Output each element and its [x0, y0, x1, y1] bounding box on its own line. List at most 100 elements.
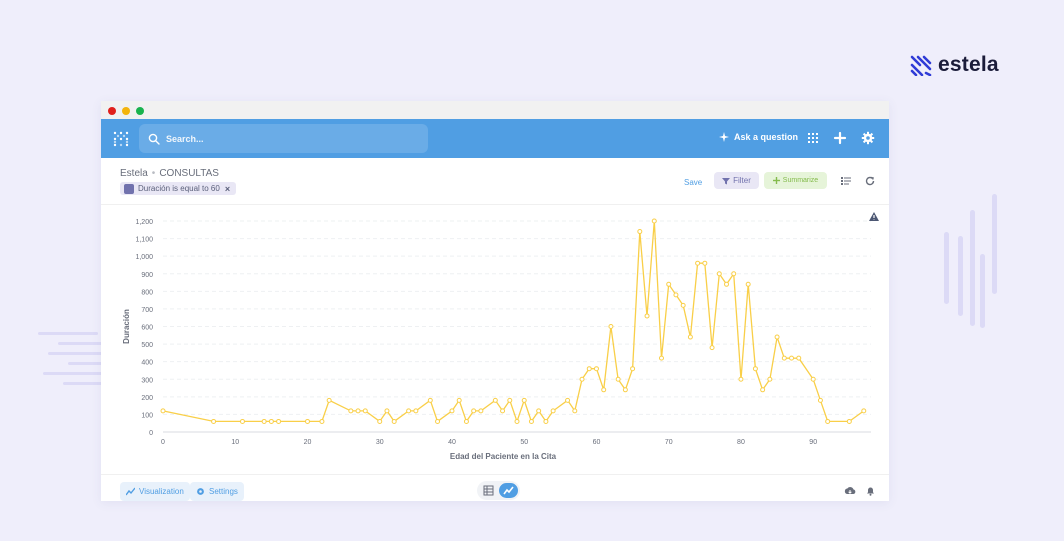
sparkle-icon	[719, 132, 729, 142]
data-point	[427, 397, 433, 403]
x-tick-label: 10	[231, 439, 239, 446]
data-point	[781, 355, 787, 361]
settings-label: Settings	[209, 487, 238, 496]
filter-button[interactable]: Filter	[714, 172, 759, 189]
data-point	[760, 387, 766, 393]
data-point	[601, 387, 607, 393]
data-point	[362, 408, 368, 414]
plus-small-icon	[772, 177, 780, 184]
data-point	[637, 229, 643, 235]
data-point	[276, 418, 282, 424]
data-point	[449, 408, 455, 414]
remove-filter-icon[interactable]: ×	[224, 183, 231, 194]
data-point	[702, 260, 708, 266]
bell-icon[interactable]	[866, 486, 875, 496]
data-point	[680, 302, 686, 308]
data-point	[384, 408, 390, 414]
ask-a-question-label: Ask a question	[734, 132, 799, 142]
breadcrumb: Estela • CONSULTAS	[120, 168, 219, 179]
summarize-button-label: Summarize	[782, 177, 819, 184]
refresh-icon[interactable]	[865, 176, 875, 186]
data-point	[377, 418, 383, 424]
grid-apps-icon[interactable]	[806, 131, 820, 145]
brand-name: estela	[938, 53, 999, 76]
x-axis-label: Edad del Paciente en la Cita	[450, 452, 557, 461]
data-point	[304, 418, 310, 424]
x-tick-label: 0	[161, 439, 165, 446]
app-window: Ask a question Estela•CONSULTAS	[101, 101, 889, 501]
table-chart-toggle	[477, 481, 520, 500]
question-header: Estela • CONSULTAS Duración is equal to 60…	[101, 158, 889, 205]
data-point	[463, 418, 469, 424]
data-point	[500, 408, 506, 414]
series-line	[162, 220, 865, 424]
data-point	[687, 334, 693, 340]
data-point	[239, 418, 245, 424]
query-footer: Visualization Settings	[101, 474, 889, 502]
data-point	[579, 376, 585, 382]
filter-icon	[124, 183, 134, 194]
search-bar[interactable]	[139, 124, 428, 153]
x-tick-label: 70	[665, 439, 673, 446]
estela-logo-icon	[910, 55, 932, 76]
funnel-icon	[722, 177, 731, 184]
data-point	[593, 366, 599, 372]
data-point	[608, 324, 614, 329]
y-axis-label: Duración	[122, 309, 131, 344]
close-window-dot[interactable]	[108, 107, 116, 115]
data-point	[796, 355, 802, 361]
plus-icon[interactable]	[833, 131, 847, 145]
data-point	[550, 408, 556, 414]
data-point	[586, 366, 592, 372]
breadcrumb-table[interactable]: CONSULTAS	[159, 168, 219, 179]
data-point	[406, 408, 412, 414]
y-tick-label: 600	[141, 325, 153, 332]
data-point	[326, 397, 332, 403]
data-point	[724, 281, 730, 287]
data-point	[319, 418, 325, 424]
warning-icon	[869, 212, 879, 221]
y-tick-label: 200	[141, 395, 153, 402]
data-point	[731, 271, 737, 277]
search-input[interactable]	[164, 132, 408, 145]
visualization-button[interactable]: Visualization	[120, 482, 190, 501]
settings-button[interactable]: Settings	[190, 482, 244, 501]
ask-a-question-button[interactable]: Ask a question	[719, 132, 798, 142]
data-point	[817, 397, 823, 403]
data-point	[160, 408, 166, 414]
notebook-editor-icon[interactable]	[841, 176, 851, 186]
data-point	[767, 376, 773, 382]
table-view-toggle[interactable]	[479, 483, 498, 498]
metabase-logo-icon[interactable]	[113, 131, 129, 147]
data-point	[492, 397, 498, 403]
y-tick-label: 1,200	[135, 219, 153, 226]
y-tick-label: 400	[141, 360, 153, 367]
breadcrumb-database[interactable]: Estela	[120, 168, 148, 179]
maximize-window-dot[interactable]	[136, 107, 144, 115]
data-point	[471, 408, 477, 414]
chart-view-toggle[interactable]	[499, 483, 518, 498]
y-tick-label: 700	[141, 307, 153, 314]
data-point	[514, 418, 520, 424]
data-point	[846, 418, 852, 424]
minimize-window-dot[interactable]	[122, 107, 130, 115]
filter-pill[interactable]: Duración is equal to 60 ×	[120, 182, 237, 195]
download-icon[interactable]	[844, 486, 856, 496]
data-point	[716, 271, 722, 277]
summarize-button[interactable]: Summarize	[764, 172, 827, 189]
data-point	[825, 418, 831, 424]
save-button[interactable]: Save	[684, 178, 703, 187]
gear-icon[interactable]	[861, 131, 875, 145]
data-point	[752, 366, 758, 372]
window-titlebar	[101, 101, 889, 119]
data-point	[435, 418, 441, 424]
data-point	[651, 218, 657, 224]
data-point	[528, 418, 534, 424]
search-icon	[148, 133, 160, 145]
data-point	[615, 376, 621, 382]
data-point	[774, 334, 780, 340]
data-point	[536, 408, 542, 414]
data-point	[673, 292, 679, 298]
y-tick-label: 900	[141, 272, 153, 279]
data-point	[738, 376, 744, 382]
